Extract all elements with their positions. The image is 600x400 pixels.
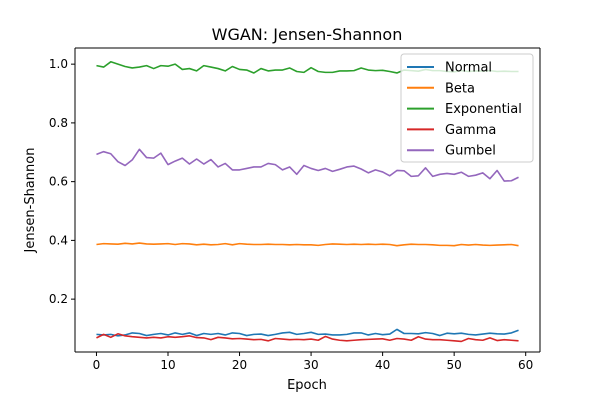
y-axis-label: Jensen-Shannon bbox=[23, 148, 38, 254]
series-line-normal bbox=[96, 328, 519, 337]
chart-title: WGAN: Jensen-Shannon bbox=[212, 25, 403, 44]
x-tick-label: 30 bbox=[303, 358, 318, 372]
y-axis-ticks: 0.2 0.4 0.6 0.8 1.0 bbox=[49, 57, 75, 306]
x-tick-label: 0 bbox=[93, 358, 101, 372]
y-tick-label: 0.6 bbox=[49, 175, 68, 189]
y-tick-label: 1.0 bbox=[49, 57, 68, 71]
legend-label-gumbel: Gumbel bbox=[445, 144, 496, 159]
legend-label-normal: Normal bbox=[445, 61, 492, 76]
series-line-gamma bbox=[96, 332, 519, 343]
x-tick-label: 40 bbox=[375, 358, 390, 372]
x-axis-label: Epoch bbox=[287, 378, 327, 393]
legend-label-exponential: Exponential bbox=[445, 102, 522, 117]
series-line-beta bbox=[96, 242, 519, 247]
y-tick-label: 0.2 bbox=[49, 292, 68, 306]
y-tick-label: 0.8 bbox=[49, 116, 68, 130]
series-line-gumbel bbox=[96, 148, 519, 182]
x-tick-label: 20 bbox=[232, 358, 247, 372]
x-tick-label: 50 bbox=[447, 358, 462, 372]
axes-frame bbox=[74, 47, 541, 353]
x-axis-ticks: 0 10 20 30 40 50 60 bbox=[93, 352, 533, 372]
legend-label-beta: Beta bbox=[445, 81, 475, 96]
x-tick-label: 10 bbox=[160, 358, 175, 372]
legend: Normal Beta Exponential Gamma Gumbel bbox=[400, 53, 534, 163]
x-tick-label: 60 bbox=[518, 358, 533, 372]
legend-box bbox=[400, 53, 534, 163]
y-tick-label: 0.4 bbox=[49, 233, 68, 247]
legend-label-gamma: Gamma bbox=[445, 123, 496, 138]
